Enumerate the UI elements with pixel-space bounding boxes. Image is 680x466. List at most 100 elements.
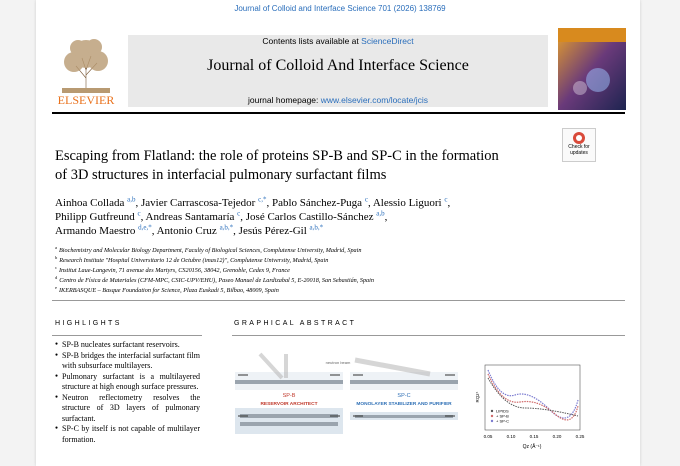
highlight-item: Pulmonary surfactant is a multilayered s… xyxy=(55,372,200,393)
author-affiliation-mark: d,e,* xyxy=(138,223,152,232)
author-affiliation-mark: c xyxy=(237,209,241,218)
panel-sp-c xyxy=(350,357,458,420)
author-name: Antonio Cruz xyxy=(156,225,217,237)
plot-x-tick-label: 0.10 xyxy=(507,434,516,439)
affiliation-list: a Biochemistry and Molecular Biology Depa… xyxy=(55,244,374,296)
affiliation-mark: c xyxy=(55,264,57,270)
panel-sp-b xyxy=(235,352,343,434)
highlights-heading: HIGHLIGHTS xyxy=(55,320,122,327)
highlight-item: Neutron reflectometry resolves the struc… xyxy=(55,393,200,425)
author-name: Armando Maestro xyxy=(55,225,136,237)
article-title-line: of 3D structures in interfacial pulmonar… xyxy=(55,167,387,183)
author: José Carlos Castillo-Sánchez a,b xyxy=(245,209,388,223)
journal-header xyxy=(128,35,548,107)
badge-line: Check for xyxy=(568,144,590,150)
badge-icon xyxy=(573,132,585,144)
author: Javier Carrascosa-Tejedor c,* xyxy=(140,195,269,209)
affiliation-text: Centro de Física de Materiales (CFM-MPC,… xyxy=(59,277,374,284)
panel-protein: SP-B xyxy=(283,393,296,399)
author-name: Philipp Gutfreund xyxy=(55,211,135,223)
affiliation: c Institut Laue-Langevin, 71 avenue des M… xyxy=(55,264,374,276)
journal-cover xyxy=(558,28,626,110)
affiliation-text: Biochemistry and Molecular Biology Depar… xyxy=(59,247,362,254)
contents-prefix: Contents lists available at xyxy=(262,36,359,46)
highlight-item: SP-C by itself is not capable of multila… xyxy=(55,424,200,445)
author-affiliation-mark: c xyxy=(137,209,141,218)
affiliation-mark: d xyxy=(55,274,58,280)
affiliation: d Centro de Física de Materiales (CFM-MPC… xyxy=(55,274,374,286)
article-title-line: Escaping from Flatland: the role of prot… xyxy=(55,148,499,164)
author-name: José Carlos Castillo-Sánchez xyxy=(245,211,374,223)
author-name: Jesús Pérez-Gil xyxy=(238,225,307,237)
author-name: Andreas Santamaría xyxy=(145,211,235,223)
affiliation-text: Research Institute "Hospital Universitar… xyxy=(59,257,329,264)
author-affiliation-mark: c xyxy=(444,195,448,204)
author: Philipp Gutfreund c xyxy=(55,209,143,223)
homepage-line: journal homepage: www.elsevier.com/locat… xyxy=(128,95,548,105)
plot-y-label: RQz⁴ xyxy=(475,391,480,402)
author: Alessio Liguori c xyxy=(372,195,450,209)
plot-x-label: Qz (Å⁻¹) xyxy=(523,443,542,450)
author: Andreas Santamaría c xyxy=(145,209,244,223)
author-list: Ainhoa Collada a,b Javier Carrascosa-Tej… xyxy=(55,196,525,238)
ga-rule xyxy=(232,335,625,336)
legend-label: + SP-B xyxy=(496,414,509,419)
affiliation-text: IKERBASQUE – Basque Foundation for Scien… xyxy=(59,287,279,294)
plot-x-tick-label: 0.25 xyxy=(576,434,585,439)
legend-swatch xyxy=(490,419,494,423)
author-affiliation-mark: c,* xyxy=(258,195,267,204)
beam-label: neutron beam xyxy=(326,360,351,365)
plot-x-tick-label: 0.05 xyxy=(484,434,493,439)
badge-line: updates xyxy=(570,149,588,156)
affiliation: e IKERBASQUE – Basque Foundation for Scie… xyxy=(55,284,374,296)
author: Pablo Sánchez-Puga c xyxy=(271,195,371,209)
affiliation-mark: b xyxy=(55,254,58,260)
reflectivity-plot xyxy=(484,364,581,431)
sciencedirect-link[interactable]: ScienceDirect xyxy=(361,36,414,46)
panel-role: RESERVOIR ARCHITECT xyxy=(260,401,317,407)
legend-label: + SP-C xyxy=(496,419,509,424)
highlights-list: SP-B nucleates surfactant reservoirs.SP-… xyxy=(55,340,200,445)
graphical-abstract-heading: GRAPHICAL ABSTRACT xyxy=(234,320,357,327)
check-updates-badge[interactable]: Check for updates xyxy=(562,128,596,162)
highlights-rule xyxy=(52,335,202,336)
affiliation-text: Institut Laue-Langevin, 71 avenue des Ma… xyxy=(59,267,290,274)
author-affiliation-mark: a,b,* xyxy=(309,223,324,232)
author: Antonio Cruz a,b,* xyxy=(156,223,236,237)
citation: Journal of Colloid and Interface Science… xyxy=(234,4,446,13)
author-name: Pablo Sánchez-Puga xyxy=(271,197,363,209)
author-affiliation-mark: a,b,* xyxy=(219,223,234,232)
author-name: Ainhoa Collada xyxy=(55,197,125,209)
author-affiliation-mark: c xyxy=(364,195,368,204)
highlight-item: SP-B bridges the interfacial surfactant … xyxy=(55,351,200,372)
author: Jesús Pérez-Gil a,b,* xyxy=(238,223,324,237)
affiliation: b Research Institute "Hospital Universita… xyxy=(55,254,374,266)
panel-protein: SP-C xyxy=(397,393,410,399)
publisher-name: ELSEVIER xyxy=(58,93,115,107)
elsevier-logo: ELSEVIER xyxy=(58,39,115,107)
author-affiliation-mark: a,b xyxy=(376,209,385,218)
author-affiliation-mark: a,b xyxy=(127,195,136,204)
section-rule xyxy=(52,300,625,301)
plot-x-tick-label: 0.20 xyxy=(553,434,562,439)
author-name: Alessio Liguori xyxy=(372,197,442,209)
badge-text: Check for updates xyxy=(563,144,595,156)
panel-role: MONOLAYER STABILIZER AND PURIFIER xyxy=(356,401,452,407)
homepage-prefix: journal homepage: xyxy=(247,95,319,105)
author-name: Javier Carrascosa-Tejedor xyxy=(140,197,256,209)
header-rule xyxy=(52,112,625,114)
contents-line: Contents lists available at ScienceDirec… xyxy=(128,36,548,46)
legend-swatch xyxy=(490,409,494,413)
highlight-item: SP-B nucleates surfactant reservoirs. xyxy=(55,340,200,351)
affiliation-mark: a xyxy=(55,244,57,250)
graphical-abstract: SP-B RESERVOIR ARCHITECT SP-C MONOLAYER STA… xyxy=(235,352,585,450)
plot-x-tick-label: 0.15 xyxy=(530,434,539,439)
legend-swatch xyxy=(490,414,494,418)
homepage-link[interactable]: www.elsevier.com/locate/jcis xyxy=(320,95,429,105)
journal-title: Journal of Colloid And Interface Science xyxy=(207,57,469,74)
author: Ainhoa Collada a,b xyxy=(55,195,138,209)
affiliation-mark: e xyxy=(55,284,57,290)
affiliation: a Biochemistry and Molecular Biology Depa… xyxy=(55,244,374,256)
author: Armando Maestro d,e,* xyxy=(55,223,154,237)
legend-label: LIPIDS xyxy=(496,409,509,414)
